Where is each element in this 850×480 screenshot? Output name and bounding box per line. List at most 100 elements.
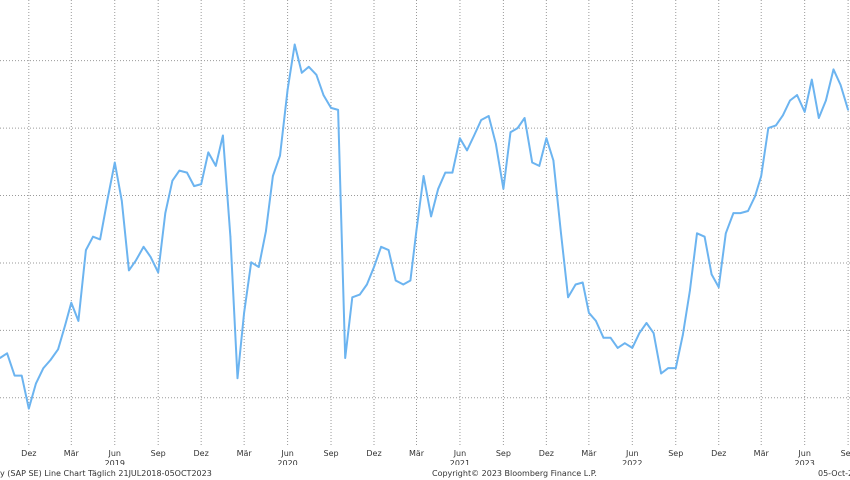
data-point [623, 342, 626, 344]
data-point [293, 43, 296, 46]
data-point [128, 269, 130, 272]
data-point [847, 109, 849, 111]
data-point [157, 271, 159, 274]
data-point [92, 235, 94, 238]
data-point [409, 279, 412, 282]
x-tick-label: Sep [323, 449, 338, 458]
data-point [35, 382, 37, 385]
footer-copyright: Copyright© 2023 Bloomberg Finance L.P. [432, 469, 597, 478]
data-point [422, 175, 425, 177]
data-point [531, 161, 533, 164]
x-tick-label: Jun [453, 449, 467, 458]
data-point [545, 137, 548, 140]
data-point [243, 312, 245, 314]
data-point [616, 347, 619, 349]
series-layer [0, 43, 850, 410]
data-point [595, 320, 597, 322]
data-point [351, 296, 354, 299]
year-label: 2020 [277, 459, 297, 465]
data-point [373, 266, 375, 268]
footer-date: 05-Oct-20 [818, 469, 850, 478]
data-point [495, 142, 497, 145]
data-point [459, 137, 461, 140]
data-point [77, 320, 80, 322]
data-point [703, 235, 706, 238]
data-point [315, 74, 318, 76]
data-point [330, 107, 332, 109]
data-point [444, 171, 447, 174]
data-point [717, 286, 720, 289]
data-point [818, 117, 820, 119]
x-tick-label: Jun [280, 449, 294, 458]
data-point [602, 336, 605, 339]
data-point [451, 171, 454, 174]
data-point [85, 249, 87, 251]
data-point [825, 99, 827, 102]
data-point [322, 94, 325, 96]
data-point [487, 115, 490, 117]
data-point [0, 357, 1, 359]
data-point [609, 336, 612, 339]
data-point [207, 151, 210, 154]
data-point [13, 374, 16, 377]
x-tick-label: Mär [754, 449, 770, 458]
data-point [49, 359, 52, 361]
data-point [113, 161, 116, 164]
data-point [516, 127, 519, 129]
data-point [796, 94, 798, 96]
x-tick-label: Jun [108, 449, 122, 458]
data-point [560, 232, 562, 235]
year-label: 2023 [794, 459, 814, 465]
data-point [250, 261, 253, 264]
data-point [387, 249, 390, 251]
data-point [789, 99, 791, 102]
data-point [732, 212, 735, 214]
data-point [215, 165, 217, 167]
footer-chart-description: y (SAP SE) Line Chart Täglich 21JUL2018-… [0, 469, 212, 478]
data-point [257, 266, 260, 268]
data-point [415, 229, 418, 231]
data-point [538, 165, 541, 167]
data-point [64, 324, 66, 326]
x-tick-label: Dez [194, 449, 209, 458]
data-point [236, 377, 239, 380]
data-point [42, 367, 45, 369]
data-point [106, 200, 108, 202]
year-label: 2019 [105, 459, 125, 465]
data-point [178, 169, 181, 172]
x-tick-label: Sep [841, 449, 850, 458]
x-tick-label: Jun [625, 449, 639, 458]
data-point [380, 245, 382, 248]
data-point [70, 301, 73, 304]
data-point [286, 88, 289, 91]
data-point [366, 283, 368, 286]
data-point [149, 256, 152, 258]
data-point [344, 357, 346, 359]
data-point [265, 230, 267, 233]
data-point [359, 293, 361, 296]
data-point [754, 195, 756, 198]
data-point [272, 175, 274, 177]
data-point [652, 332, 655, 334]
data-point [667, 367, 669, 369]
x-tick-label: Dez [711, 449, 726, 458]
data-point [760, 175, 763, 177]
data-point [810, 78, 813, 81]
data-point [660, 372, 662, 375]
data-point [308, 65, 310, 68]
x-tick-label: Mär [581, 449, 597, 458]
data-point [437, 187, 440, 190]
data-point [645, 322, 648, 324]
x-tick-label: Mär [409, 449, 425, 458]
data-point [402, 283, 405, 286]
data-point [394, 279, 397, 282]
x-tick-label: Jun [797, 449, 811, 458]
data-point [99, 238, 101, 241]
data-point [466, 149, 468, 152]
data-point [523, 117, 526, 119]
data-point [6, 352, 8, 355]
data-point [674, 367, 677, 369]
data-point [430, 215, 432, 218]
gridlines [0, 0, 850, 445]
data-point [682, 334, 684, 336]
